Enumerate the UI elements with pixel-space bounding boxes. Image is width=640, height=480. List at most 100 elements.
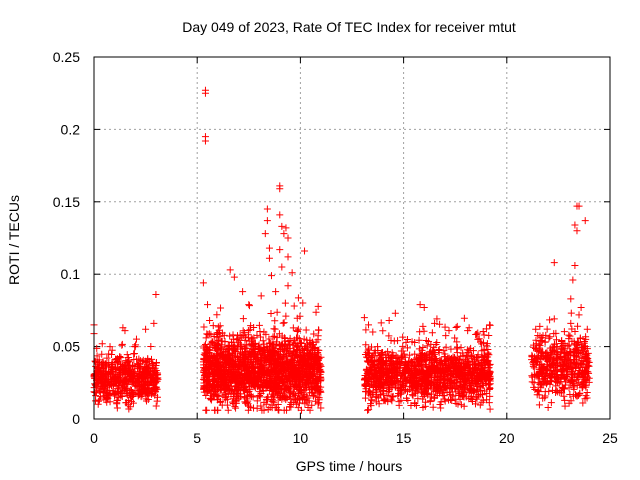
data-point xyxy=(369,352,377,360)
data-point xyxy=(392,360,400,368)
data-point xyxy=(547,374,555,382)
data-point xyxy=(306,371,314,379)
data-point xyxy=(268,398,276,406)
data-point xyxy=(365,351,373,359)
data-point xyxy=(270,356,278,364)
data-point xyxy=(287,383,295,391)
data-point xyxy=(560,385,568,393)
x-tick-label: 5 xyxy=(193,430,201,446)
data-point xyxy=(232,363,240,371)
data-point xyxy=(552,382,560,390)
data-point xyxy=(575,311,583,319)
data-point xyxy=(146,374,154,382)
y-tick-label: 0.1 xyxy=(61,266,81,282)
data-point xyxy=(374,343,382,351)
data-point xyxy=(383,369,391,377)
data-point xyxy=(411,365,419,373)
data-point xyxy=(364,406,371,414)
data-point xyxy=(422,371,430,379)
data-point xyxy=(293,342,301,350)
data-point xyxy=(374,394,382,402)
data-point xyxy=(112,373,120,381)
data-point xyxy=(486,392,494,400)
data-point xyxy=(144,395,152,403)
data-point xyxy=(565,335,573,343)
data-point xyxy=(401,376,409,384)
data-point xyxy=(372,398,380,406)
data-point xyxy=(558,383,566,391)
data-point xyxy=(391,309,399,317)
data-point xyxy=(310,330,318,338)
data-point xyxy=(131,388,139,396)
data-point xyxy=(203,360,211,368)
data-point xyxy=(282,224,290,232)
data-point xyxy=(380,396,388,404)
data-point xyxy=(560,328,568,336)
data-point xyxy=(299,367,307,375)
data-point xyxy=(106,343,114,351)
data-point xyxy=(409,358,417,366)
data-point xyxy=(302,379,310,387)
data-point xyxy=(241,354,249,362)
data-point xyxy=(583,325,591,333)
data-point xyxy=(282,312,290,320)
data-point xyxy=(91,357,99,365)
data-point xyxy=(379,364,387,372)
data-point xyxy=(460,314,468,322)
data-point xyxy=(380,397,388,405)
data-point xyxy=(446,396,454,404)
data-point xyxy=(468,386,476,394)
data-point xyxy=(278,222,286,230)
data-point xyxy=(422,390,430,398)
data-point xyxy=(239,315,247,323)
data-point xyxy=(116,352,124,360)
data-point xyxy=(361,394,369,402)
data-point xyxy=(213,380,221,388)
data-point xyxy=(138,377,146,385)
data-point xyxy=(427,393,435,401)
data-point xyxy=(247,393,255,401)
data-point xyxy=(224,406,232,414)
data-point xyxy=(580,378,588,386)
data-point xyxy=(271,376,279,384)
data-point xyxy=(268,365,276,373)
data-point xyxy=(200,323,208,331)
data-point xyxy=(267,361,275,369)
data-point xyxy=(92,358,100,366)
data-point xyxy=(568,370,576,378)
data-point xyxy=(224,357,232,365)
data-point xyxy=(133,372,141,380)
data-point xyxy=(249,379,257,387)
data-point xyxy=(403,344,411,352)
data-point xyxy=(291,371,299,379)
data-point xyxy=(437,357,445,365)
data-point xyxy=(454,400,462,408)
data-point xyxy=(290,302,298,310)
data-point xyxy=(232,404,240,412)
data-point xyxy=(402,360,410,368)
data-point xyxy=(210,354,218,362)
data-point xyxy=(552,336,560,344)
data-point xyxy=(439,379,447,387)
data-point xyxy=(129,392,137,400)
data-point xyxy=(103,393,111,401)
data-point xyxy=(265,347,273,355)
data-point xyxy=(98,350,106,358)
data-point xyxy=(530,371,538,379)
data-point xyxy=(567,309,575,317)
data-point xyxy=(475,335,483,343)
data-point xyxy=(247,342,255,350)
data-point xyxy=(236,361,244,369)
data-point xyxy=(574,338,582,346)
data-point xyxy=(216,352,224,360)
data-point xyxy=(205,386,213,394)
data-point xyxy=(199,279,207,287)
data-point xyxy=(453,365,461,373)
data-point xyxy=(294,325,302,333)
data-point xyxy=(214,352,222,360)
data-point xyxy=(101,381,109,389)
data-point xyxy=(435,378,443,386)
data-point xyxy=(153,369,161,377)
data-point xyxy=(402,370,410,378)
data-point xyxy=(460,402,468,410)
